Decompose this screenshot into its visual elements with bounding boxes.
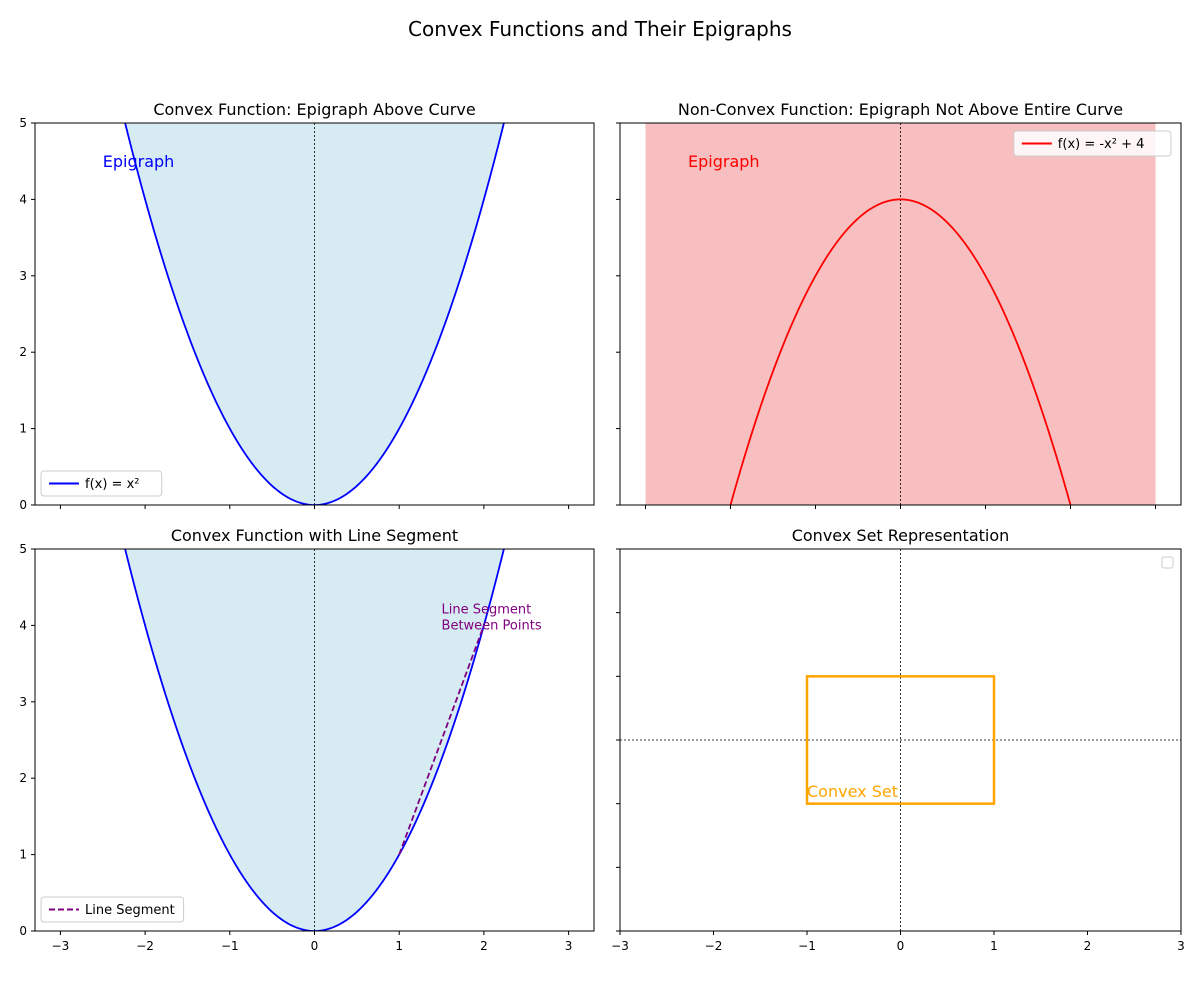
panel-title: Convex Function: Epigraph Above Curve	[153, 100, 475, 119]
x-tick-label: 3	[1177, 939, 1185, 953]
y-tick-label: 0	[19, 498, 27, 512]
convex-set-rectangle	[805, 675, 996, 805]
x-tick-label: −1	[221, 939, 239, 953]
y-tick-label: 4	[19, 192, 27, 206]
annotation-line: Between Points	[442, 618, 542, 633]
epigraph-fill	[125, 123, 504, 505]
plot-area	[124, 123, 505, 505]
annotation-text: Convex Set	[807, 782, 898, 801]
line-segment	[398, 625, 485, 855]
chart-panel-1: Epigraph 0 1 2 3 4 5 Convex Function: Epigraph …	[19, 100, 595, 512]
panel-title: Convex Set Representation	[792, 526, 1010, 545]
y-tick-label: 1	[19, 848, 27, 862]
y-tick-label: 5	[19, 542, 27, 556]
chart-panel-2: Epigraph Non-Convex Function: Epigraph No…	[616, 100, 1182, 509]
y-tick-label: 2	[19, 345, 27, 359]
annotation-text: Line Segment Between Points	[442, 602, 542, 633]
annotation-text: Epigraph	[688, 152, 760, 171]
x-tick-label: 1	[395, 939, 403, 953]
x-tick-label: 3	[565, 939, 573, 953]
y-tick-label: 3	[19, 269, 27, 283]
legend-label: Line Segment	[85, 903, 175, 918]
function-curve	[124, 123, 505, 505]
panels: Epigraph 0 1 2 3 4 5 Convex Function: Epigraph …	[19, 100, 1185, 953]
annotation-line: Line Segment	[442, 602, 532, 617]
y-tick-label: 0	[19, 924, 27, 938]
x-tick-label: 1	[990, 939, 998, 953]
x-tick-label: 0	[897, 939, 905, 953]
epigraph-fill	[645, 123, 1156, 505]
panel-title: Convex Function with Line Segment	[171, 526, 458, 545]
chart-panel-4: Convex Set −3 −2 −1 0 1 2 3 Convex Set Represent…	[611, 526, 1185, 953]
figure-suptitle: Convex Functions and Their Epigraphs	[408, 17, 792, 41]
y-tick-label: 4	[19, 618, 27, 632]
y-tick-label: 3	[19, 695, 27, 709]
epigraph-fill	[125, 549, 504, 931]
legend-box	[40, 896, 185, 923]
annotation-text: Epigraph	[103, 152, 175, 171]
x-tick-label: 0	[311, 939, 319, 953]
plot-area	[645, 123, 1156, 505]
x-tick-label: −3	[52, 939, 70, 953]
legend-box	[1161, 556, 1174, 569]
function-curve	[729, 198, 1072, 505]
x-tick-label: 2	[1084, 939, 1092, 953]
y-tick-label: 2	[19, 771, 27, 785]
legend-label: f(x) = x²	[85, 477, 139, 492]
x-tick-label: −1	[798, 939, 816, 953]
plot-area	[620, 549, 1181, 931]
legend-label: f(x) = -x² + 4	[1058, 137, 1145, 152]
legend-box	[1013, 130, 1172, 157]
x-tick-label: 2	[480, 939, 488, 953]
chart-panel-3: Line Segment Between Points−3 −2 −1 0 1 2 30123…	[19, 526, 595, 953]
legend-box	[40, 470, 163, 497]
y-tick-label: 5	[19, 116, 27, 130]
x-tick-label: −3	[611, 939, 629, 953]
panel-title: Non-Convex Function: Epigraph Not Above …	[678, 100, 1123, 119]
plot-area	[124, 549, 505, 931]
x-tick-label: −2	[705, 939, 723, 953]
x-tick-label: −2	[136, 939, 154, 953]
y-tick-label: 1	[19, 422, 27, 436]
